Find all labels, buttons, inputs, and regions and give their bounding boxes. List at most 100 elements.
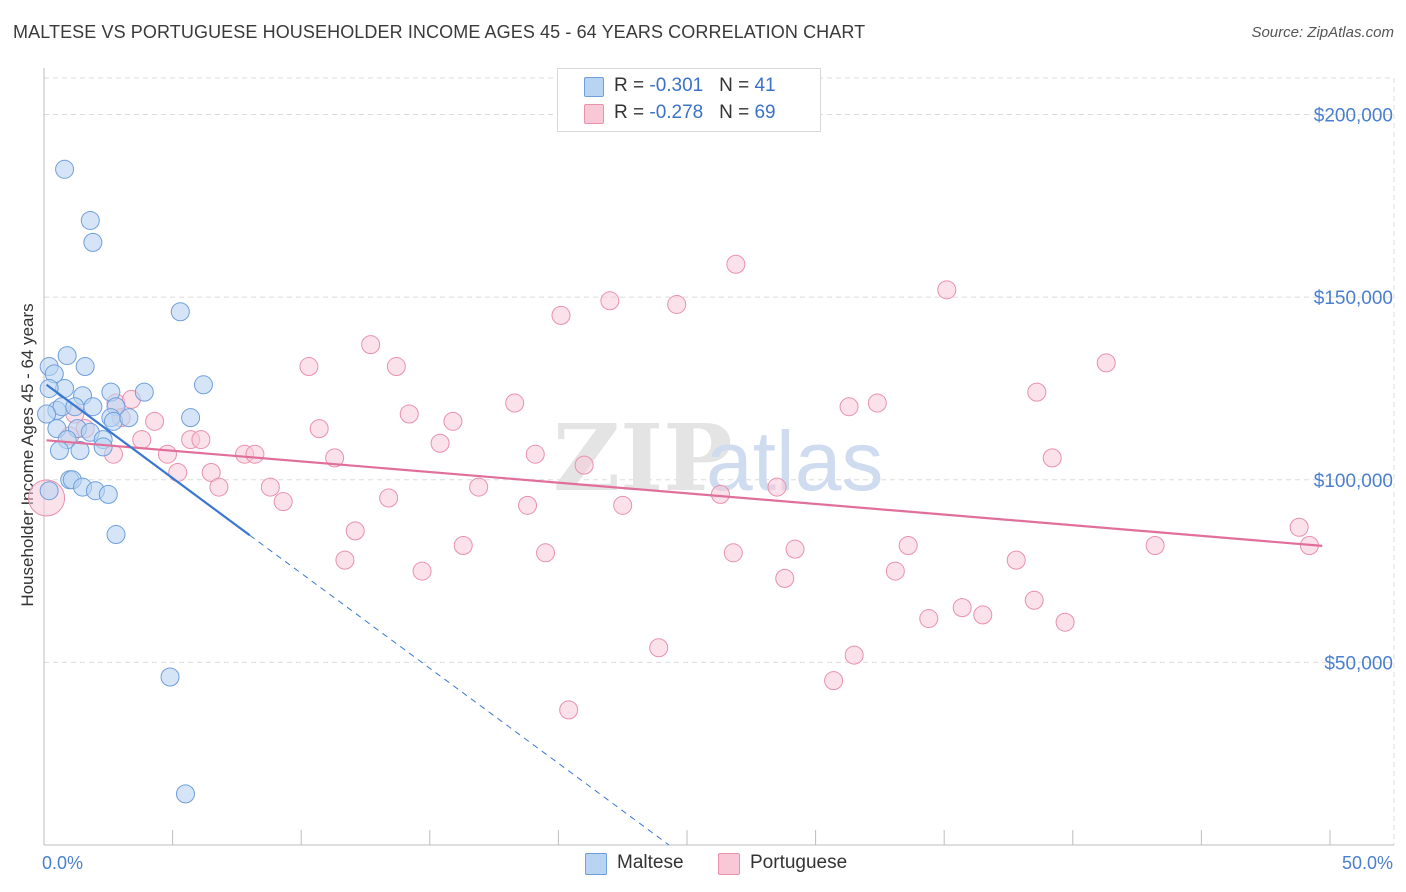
portuguese-point: [1027, 382, 1047, 402]
portuguese-n-label: N =: [719, 102, 755, 123]
portuguese-swatch: [584, 104, 604, 124]
maltese-point: [39, 481, 59, 501]
maltese-points: [37, 159, 213, 804]
portuguese-point: [430, 433, 450, 453]
portuguese-point: [775, 568, 795, 588]
maltese-trend-extension: [249, 534, 670, 846]
maltese-swatch: [584, 77, 604, 97]
portuguese-point: [132, 430, 152, 450]
y-tick-label-1: $100,000: [1314, 471, 1393, 492]
portuguese-point: [168, 462, 188, 482]
portuguese-point: [767, 477, 787, 497]
portuguese-points: [28, 254, 1319, 720]
portuguese-n-value: 69: [754, 102, 776, 123]
portuguese-point: [867, 393, 887, 413]
watermark-atlas: atlas: [706, 414, 883, 508]
portuguese-point: [919, 609, 939, 629]
portuguese-point: [273, 492, 293, 512]
portuguese-point: [613, 495, 633, 515]
portuguese-point: [785, 539, 805, 559]
portuguese-point: [667, 294, 687, 314]
maltese-point: [103, 411, 123, 431]
portuguese-trend-line: [46, 439, 1323, 547]
maltese-legend-swatch: [585, 853, 607, 875]
portuguese-point: [1096, 353, 1116, 373]
maltese-point: [181, 408, 201, 428]
portuguese-point: [191, 430, 211, 450]
maltese-point: [170, 302, 190, 322]
portuguese-point: [937, 280, 957, 300]
portuguese-point: [399, 404, 419, 424]
maltese-point: [83, 232, 103, 252]
maltese-point: [193, 375, 213, 395]
y-tick-label-3: $200,000: [1314, 106, 1393, 127]
portuguese-point: [649, 638, 669, 658]
portuguese-point: [325, 448, 345, 468]
maltese-point: [39, 378, 59, 398]
portuguese-point: [839, 397, 859, 417]
portuguese-point: [245, 444, 265, 464]
portuguese-point: [723, 543, 743, 563]
portuguese-point: [898, 536, 918, 556]
portuguese-point: [1055, 612, 1075, 632]
maltese-point: [83, 397, 103, 417]
portuguese-point: [525, 444, 545, 464]
portuguese-r-label: R =: [614, 102, 650, 123]
maltese-point: [70, 441, 90, 461]
portuguese-point: [335, 550, 355, 570]
portuguese-r-value: -0.278: [649, 102, 704, 123]
portuguese-legend-swatch: [718, 853, 740, 875]
portuguese-point: [361, 335, 381, 355]
y-tick-labels: $50,000 $100,000 $150,000 $200,000: [1314, 106, 1393, 675]
maltese-point: [37, 404, 57, 424]
portuguese-point: [726, 254, 746, 274]
x-tick-labels: 0.0% 50.0%: [42, 853, 1393, 873]
series-legend: Maltese Portuguese: [0, 852, 1406, 878]
y-tick-label-0: $50,000: [1324, 653, 1393, 674]
maltese-legend-label: Maltese: [617, 852, 684, 873]
x-tick-label-1: 50.0%: [1342, 853, 1393, 873]
portuguese-point: [551, 305, 571, 325]
portuguese-point: [885, 561, 905, 581]
portuguese-point: [844, 645, 864, 665]
trend-lines: [45, 383, 1323, 846]
maltese-point: [106, 525, 126, 545]
maltese-r-value: -0.301: [649, 75, 704, 96]
portuguese-point: [443, 411, 463, 431]
portuguese-point: [1024, 590, 1044, 610]
portuguese-point: [157, 444, 177, 464]
portuguese-point: [453, 536, 473, 556]
maltese-point: [49, 441, 69, 461]
portuguese-point: [824, 671, 844, 691]
portuguese-point: [559, 700, 579, 720]
source-label: Source: ZipAtlas.com: [1251, 24, 1394, 41]
maltese-point: [134, 382, 154, 402]
y-tick-label-2: $150,000: [1314, 288, 1393, 309]
maltese-n-label: N =: [719, 75, 755, 96]
maltese-point: [75, 357, 95, 377]
watermark: ZIP atlas: [553, 404, 883, 512]
portuguese-point: [1006, 550, 1026, 570]
portuguese-legend-label: Portuguese: [750, 852, 848, 873]
maltese-point: [98, 484, 118, 504]
portuguese-point: [145, 411, 165, 431]
portuguese-point: [1289, 517, 1309, 537]
portuguese-point: [973, 605, 993, 625]
portuguese-point: [952, 598, 972, 618]
axes: [43, 68, 1394, 846]
correlation-legend: R = -0.301 N = 41 R = -0.278 N = 69: [557, 68, 821, 132]
maltese-n-value: 41: [754, 75, 776, 96]
portuguese-point: [536, 543, 556, 563]
maltese-point: [119, 408, 139, 428]
maltese-point: [55, 159, 75, 179]
portuguese-point: [600, 291, 620, 311]
portuguese-point: [299, 357, 319, 377]
portuguese-point: [1042, 448, 1062, 468]
maltese-point: [160, 667, 180, 687]
chart-title: MALTESE VS PORTUGUESE HOUSEHOLDER INCOME…: [13, 22, 866, 42]
portuguese-point: [518, 495, 538, 515]
maltese-point: [80, 210, 100, 230]
maltese-point: [175, 784, 195, 804]
portuguese-point: [412, 561, 432, 581]
